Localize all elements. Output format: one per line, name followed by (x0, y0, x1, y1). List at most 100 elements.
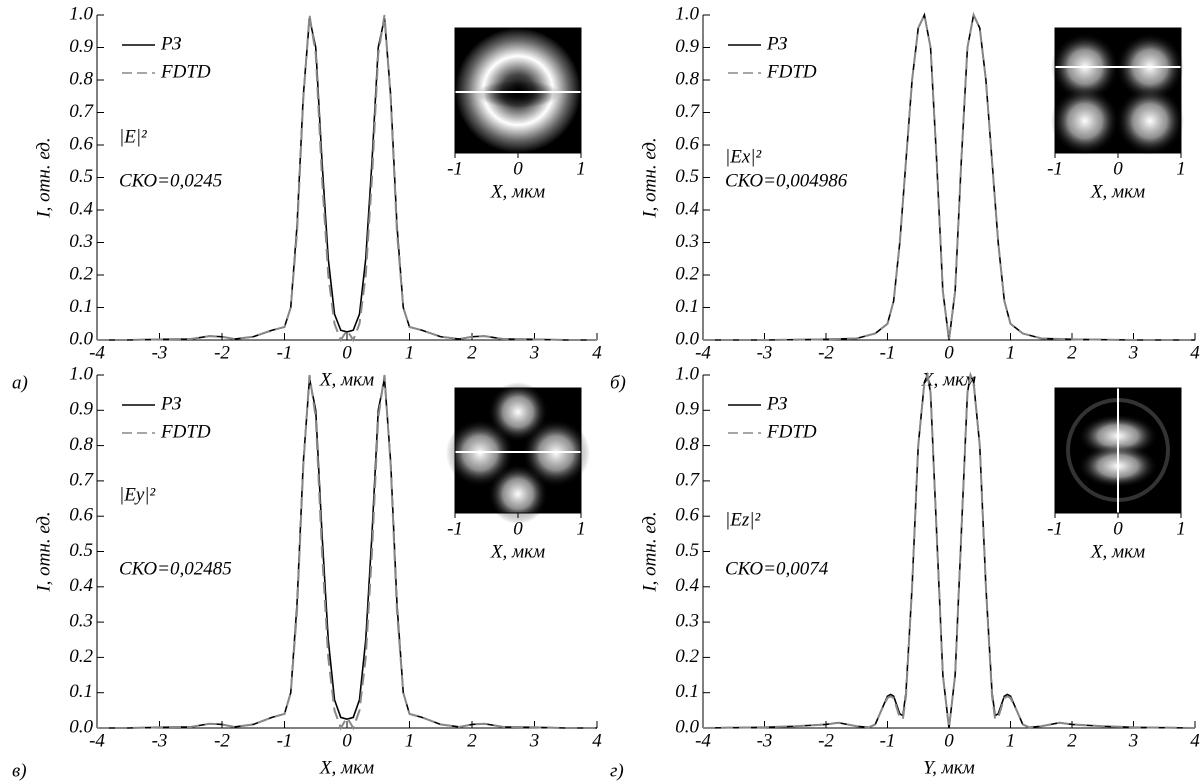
annotation: |Ex|² (725, 146, 761, 167)
x-tick-label: 2 (467, 342, 477, 363)
inset-tick-label: 0 (513, 158, 523, 179)
panel-label: а) (12, 372, 28, 393)
inset-tick-label: -1 (447, 158, 463, 179)
y-tick-label: 0.1 (675, 296, 699, 317)
y-tick-label: 0.0 (675, 328, 699, 349)
y-tick-label: 0.8 (69, 434, 93, 455)
y-tick-label: 0.6 (69, 505, 93, 526)
x-tick-label: 2 (1067, 730, 1077, 751)
x-tick-label: 4 (1190, 730, 1200, 751)
inset-tick-label: 0 (1113, 518, 1123, 539)
x-tick-label: 4 (592, 342, 602, 363)
y-tick-label: 0.7 (69, 101, 94, 122)
y-tick-label: 1.0 (69, 363, 93, 384)
inset-image (1055, 388, 1181, 513)
legend-label: FDTD (160, 61, 211, 82)
x-tick-label: 2 (1067, 342, 1077, 363)
y-tick-label: 0.0 (675, 716, 699, 737)
x-tick-label: -2 (214, 730, 230, 751)
x-tick-label: 1 (1006, 342, 1016, 363)
legend-label: РЗ (766, 393, 787, 414)
x-tick-label: -4 (89, 342, 105, 363)
legend-label: РЗ (160, 393, 181, 414)
error-text: СКО=0,0245 (119, 170, 222, 191)
x-tick-label: -1 (880, 730, 896, 751)
x-tick-label: 4 (1190, 342, 1200, 363)
y-tick-label: 0.6 (69, 133, 93, 154)
y-tick-label: 0.6 (675, 133, 699, 154)
panel-label: б) (610, 372, 626, 393)
x-tick-label: 0 (342, 342, 352, 363)
y-tick-label: 0.1 (69, 681, 93, 702)
x-tick-label: -4 (695, 730, 711, 751)
y-tick-label: 0.9 (69, 36, 93, 57)
y-tick-label: 0.2 (69, 646, 93, 667)
annotation: |Ey|² (119, 484, 155, 505)
x-tick-label: -1 (880, 342, 896, 363)
y-tick-label: 0.4 (675, 575, 699, 596)
y-tick-label: 0.3 (675, 610, 699, 631)
inset-tick-label: 1 (576, 518, 586, 539)
x-tick-label: 0 (342, 730, 352, 751)
inset-tick-label: 1 (1176, 518, 1186, 539)
series-line (97, 374, 597, 731)
x-axis-label: X, мкм (319, 369, 374, 390)
x-tick-label: 4 (592, 730, 602, 751)
series-line (703, 11, 1195, 341)
inset-tick-label: -1 (447, 518, 463, 539)
x-tick-label: -2 (214, 342, 230, 363)
x-axis-label: Y, мкм (923, 757, 974, 778)
y-tick-label: 0.7 (69, 469, 94, 490)
x-tick-label: -2 (818, 342, 834, 363)
y-tick-label: 0.3 (675, 231, 699, 252)
y-tick-label: 0.7 (675, 469, 700, 490)
inset-tick-label: -1 (1047, 518, 1063, 539)
y-tick-label: 0.0 (69, 716, 93, 737)
inset-tick-label: -1 (1047, 158, 1063, 179)
y-tick-label: 0.9 (69, 399, 93, 420)
x-axis-label: X, мкм (921, 369, 976, 390)
x-tick-label: 3 (529, 730, 540, 751)
inset-image (1051, 28, 1184, 155)
y-tick-label: 0.1 (675, 681, 699, 702)
series-line (702, 372, 1196, 729)
inset-tick-label: 0 (513, 518, 523, 539)
inset-image (455, 28, 581, 153)
y-tick-label: 0.7 (675, 101, 700, 122)
y-tick-label: 0.2 (69, 263, 93, 284)
inset-axis-label: X, мкм (1090, 181, 1145, 202)
x-tick-label: -2 (818, 730, 834, 751)
x-tick-label: 1 (405, 342, 415, 363)
x-tick-label: 3 (1128, 342, 1139, 363)
annotation: |Ez|² (725, 509, 760, 530)
y-tick-label: 0.2 (675, 646, 699, 667)
y-tick-label: 0.3 (69, 610, 93, 631)
x-tick-label: -3 (757, 730, 773, 751)
y-axis-label: I, отн. ед. (639, 511, 660, 592)
y-axis-label: I, отн. ед. (33, 511, 54, 592)
y-tick-label: 0.8 (69, 68, 93, 89)
panel-label: в) (12, 760, 27, 781)
y-tick-label: 0.9 (675, 36, 699, 57)
legend-label: FDTD (766, 61, 817, 82)
series-line (97, 14, 597, 343)
inset-tick-label: 0 (1113, 158, 1123, 179)
x-tick-label: -3 (152, 730, 168, 751)
inset-axis-label: X, мкм (1090, 541, 1145, 562)
legend-label: FDTD (766, 421, 817, 442)
y-tick-label: 1.0 (69, 3, 93, 24)
x-tick-label: -3 (757, 342, 773, 363)
y-axis-label: I, отн. ед. (33, 137, 54, 218)
y-tick-label: 0.1 (69, 296, 93, 317)
annotation: |E|² (119, 126, 147, 147)
y-tick-label: 0.4 (69, 198, 93, 219)
legend-label: РЗ (766, 33, 787, 54)
y-tick-label: 0.2 (675, 263, 699, 284)
y-tick-label: 1.0 (675, 363, 699, 384)
error-text: СКО=0,02485 (119, 558, 232, 579)
x-tick-label: 1 (1006, 730, 1016, 751)
error-text: СКО=0,0074 (725, 558, 829, 579)
y-tick-label: 1.0 (675, 3, 699, 24)
x-tick-label: -4 (695, 342, 711, 363)
